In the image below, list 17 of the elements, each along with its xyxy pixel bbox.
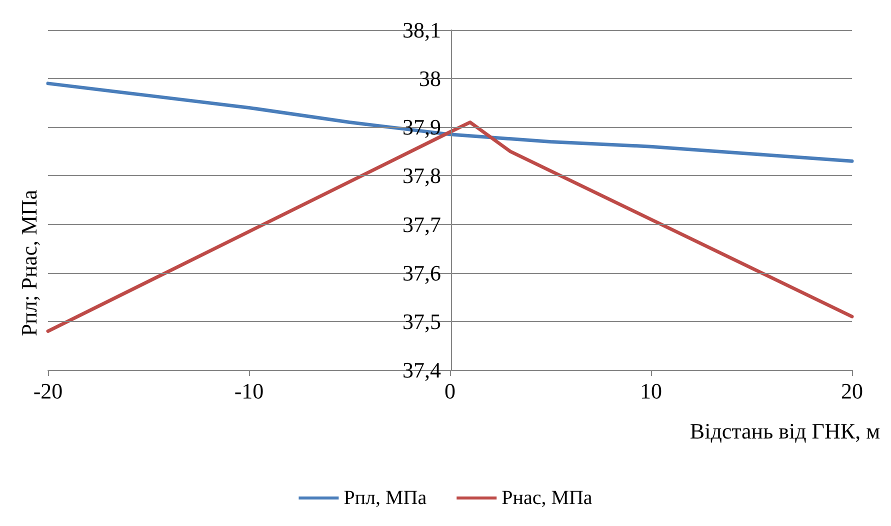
x-axis-title: Відстань від ГНК, м xyxy=(690,418,880,444)
legend-label: Рпл, МПа xyxy=(344,487,427,509)
y-tick-label: 37,8 xyxy=(402,163,441,188)
x-tick-label: -20 xyxy=(33,378,63,404)
y-tick-label: 37,6 xyxy=(402,260,441,286)
y-tick-label: 38,1 xyxy=(402,18,441,42)
legend-label: Рнас, МПа xyxy=(502,487,592,509)
y-tick-label: 37,5 xyxy=(402,308,441,334)
x-tick-label: 0 xyxy=(444,378,456,404)
x-tick-label: 10 xyxy=(640,378,662,404)
x-tick-label: 20 xyxy=(841,378,863,404)
y-tick-label: 37,4 xyxy=(402,358,441,382)
y-axis-title: Рпл; Рнас, МПа xyxy=(16,190,42,336)
line-series xyxy=(46,120,854,333)
x-tick-label: -10 xyxy=(234,378,264,404)
y-tick-label: 37,7 xyxy=(402,212,441,237)
y-tick-label: 38 xyxy=(419,66,441,92)
